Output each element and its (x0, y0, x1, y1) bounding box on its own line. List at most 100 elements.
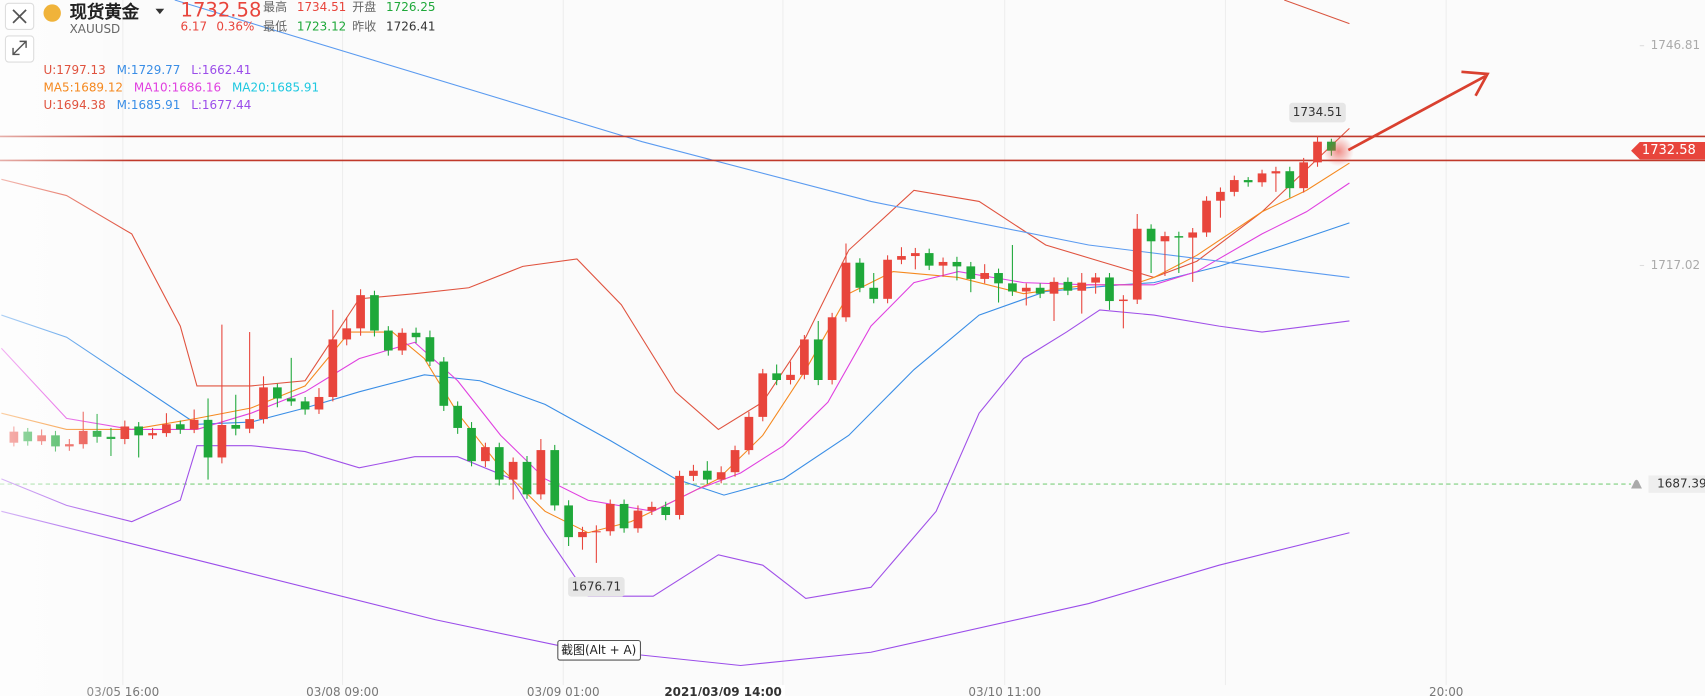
instrument-name[interactable]: 现货黄金 (70, 2, 140, 23)
candle-body (1008, 283, 1017, 292)
candle-body (481, 447, 490, 462)
extreme-label-box (568, 577, 625, 597)
candle-body (1229, 180, 1239, 192)
candle-body (148, 433, 157, 436)
candle-body (592, 531, 601, 533)
candle-body (689, 470, 698, 476)
candle-body (1091, 277, 1100, 283)
candle-body (897, 256, 906, 260)
candle-body (1077, 282, 1087, 291)
candle-body (619, 503, 629, 529)
candle-body (1063, 281, 1073, 291)
alert-bell (1631, 479, 1642, 489)
candle-body (286, 398, 296, 402)
candle-body (1299, 162, 1308, 189)
indicator-label: U:1797.13 (43, 63, 105, 77)
candle-body (869, 287, 879, 299)
last-price: 1732.58 (181, 0, 262, 21)
stat-value: 1723.12 (297, 20, 346, 34)
candle-body (980, 273, 990, 279)
vertical-grid (122, 0, 1447, 686)
candle-body (1021, 287, 1031, 292)
candle-body (1243, 180, 1253, 183)
candle-body (1257, 173, 1267, 183)
candle-body (675, 475, 684, 516)
candle-body (134, 426, 144, 436)
candle-body (758, 373, 768, 417)
last-price-box (1631, 141, 1705, 160)
candle-body (494, 447, 504, 480)
indicator-line (0, 182, 1350, 512)
candle-body (356, 295, 365, 329)
collapse-button[interactable] (4, 35, 35, 63)
candle-body (550, 450, 560, 506)
candle-body (189, 419, 199, 430)
candle-body (203, 419, 213, 458)
candle-body (1271, 171, 1281, 174)
candle-body (453, 405, 463, 428)
candle-body (647, 506, 657, 511)
indicator-line (1, 128, 1350, 431)
gold-icon (43, 4, 61, 22)
tooltip: 截图(Alt + A) (561, 643, 636, 657)
stat-label: 昨收 (352, 20, 376, 34)
candle-body (1105, 277, 1114, 302)
candle-body (841, 262, 851, 318)
y-tick-label: 1746.81 (1651, 38, 1700, 52)
indicator-line (1284, 0, 1350, 25)
extreme-label: 1676.71 (572, 579, 621, 593)
candle-body (162, 424, 171, 434)
indicator-label: L:1677.44 (191, 98, 251, 112)
extreme-label: 1734.51 (1293, 105, 1342, 119)
indicator-label: L:1662.41 (191, 63, 251, 77)
candle-body (342, 328, 352, 340)
change-pct: 0.36% (216, 20, 254, 34)
candle-body (217, 425, 227, 458)
x-tick-label: 03/08 09:00 (306, 685, 379, 696)
candle-body (259, 387, 268, 420)
candle-body (273, 387, 282, 399)
crosshair-label-box (665, 685, 786, 696)
stats: 最高 1734.51 开盘 1726.25 最低 1723.12 昨收 1726.41 (263, 0, 435, 34)
indicator-label: M:1729.77 (117, 63, 181, 77)
arrow-head (1461, 70, 1490, 97)
candle-body (924, 253, 934, 266)
left-fade (0, 0, 131, 696)
tooltip-box (557, 639, 642, 661)
candle-body (786, 374, 795, 380)
crosshair-label: 2021/03/09 14:00 (664, 685, 781, 696)
symbol: XAUUSD (70, 22, 121, 36)
candle-body (328, 339, 338, 397)
candle-body (855, 262, 865, 288)
candle-body (1160, 236, 1170, 242)
indicator-legend: U:1797.13 M:1729.77 L:1662.41 MA5:1689.12 MA… (43, 63, 319, 112)
candle-body (1035, 287, 1045, 294)
candle-body (702, 470, 712, 480)
candle-body (966, 266, 976, 279)
candle-body (508, 461, 518, 480)
last-price-label: 1732.58 (1642, 143, 1696, 158)
candle-body (314, 396, 324, 410)
dropdown-caret[interactable] (155, 8, 165, 15)
candle-body (1119, 299, 1128, 302)
trend-arrow (1347, 74, 1486, 152)
candle-body (397, 332, 407, 351)
candle-body (536, 450, 546, 495)
candle-body (1049, 281, 1059, 294)
candle-body (425, 337, 435, 362)
x-tick-label: 03/09 01:00 (527, 685, 600, 696)
candle-body (411, 332, 421, 338)
candle-body (300, 401, 310, 410)
indicator-label: M:1685.91 (117, 98, 181, 112)
stat-label: 开盘 (352, 0, 376, 14)
indicator-label: U:1694.38 (43, 98, 105, 112)
candle-body (716, 472, 726, 480)
candle-body (605, 503, 615, 532)
extreme-label-box (1289, 102, 1346, 123)
candle-body (175, 424, 185, 430)
candle-body (744, 416, 754, 451)
stat-value: 1726.41 (386, 20, 435, 34)
